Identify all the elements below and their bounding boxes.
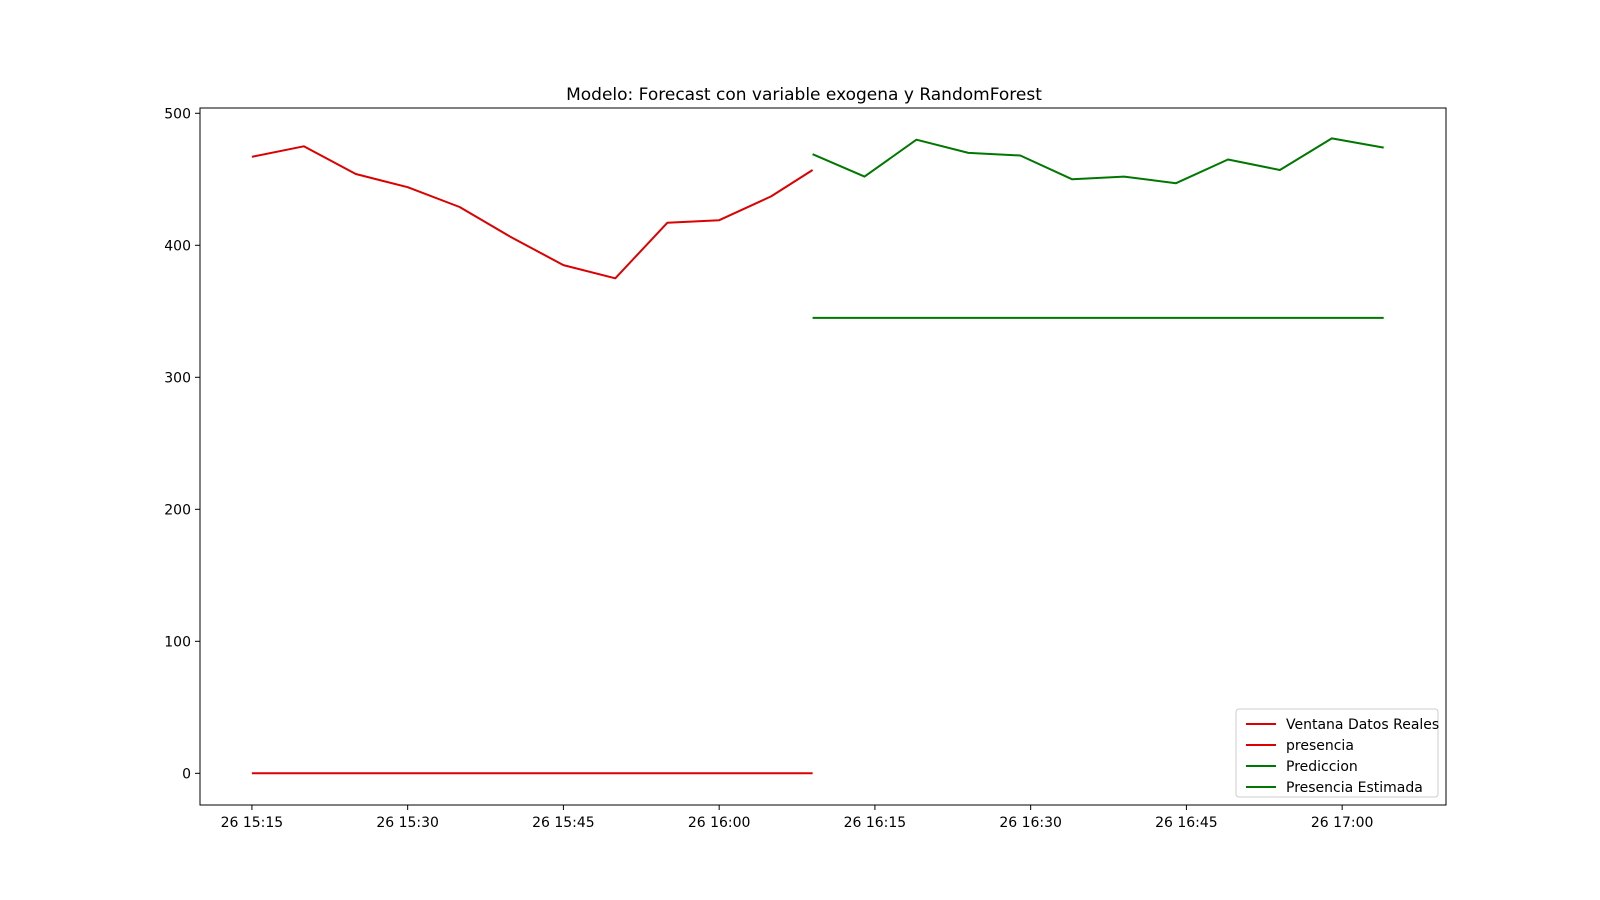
y-axis: 0 100 200 300 400 500 [164,106,200,782]
x-tick-label: 26 17:00 [1311,815,1374,831]
plot-area [199,107,1447,806]
legend-box [1235,708,1439,798]
x-axis: 26 15:15 26 15:30 26 15:45 26 16:00 26 16:15… [221,805,1374,831]
x-tick-label: 26 16:45 [1155,815,1218,831]
y-tick-label: 300 [164,370,191,386]
legend-label: Presencia Estimada [1286,780,1423,796]
chart-title: Modelo: Forecast con variable exogena y … [566,85,1042,105]
legend-label: Prediccion [1286,759,1358,775]
y-tick-label: 500 [164,106,191,122]
x-tick-label: 26 16:15 [844,815,907,831]
legend-label: Ventana Datos Reales [1286,717,1439,733]
x-tick-label: 26 15:15 [221,815,284,831]
series-line-ventana-datos-reales [251,145,814,280]
legend-label: presencia [1286,738,1354,754]
x-tick-label: 26 16:30 [999,815,1062,831]
x-tick-label: 26 15:30 [376,815,439,831]
x-tick-label: 26 16:00 [688,815,751,831]
y-tick-label: 400 [164,238,191,254]
series-layer [251,137,1384,775]
y-tick-label: 0 [182,766,191,782]
series-line-prediccion [812,137,1384,185]
y-tick-label: 200 [164,502,191,518]
y-tick-label: 100 [164,634,191,650]
x-tick-label: 26 15:45 [532,815,595,831]
legend[interactable]: Ventana Datos Reales presencia Prediccion P… [1235,708,1439,798]
